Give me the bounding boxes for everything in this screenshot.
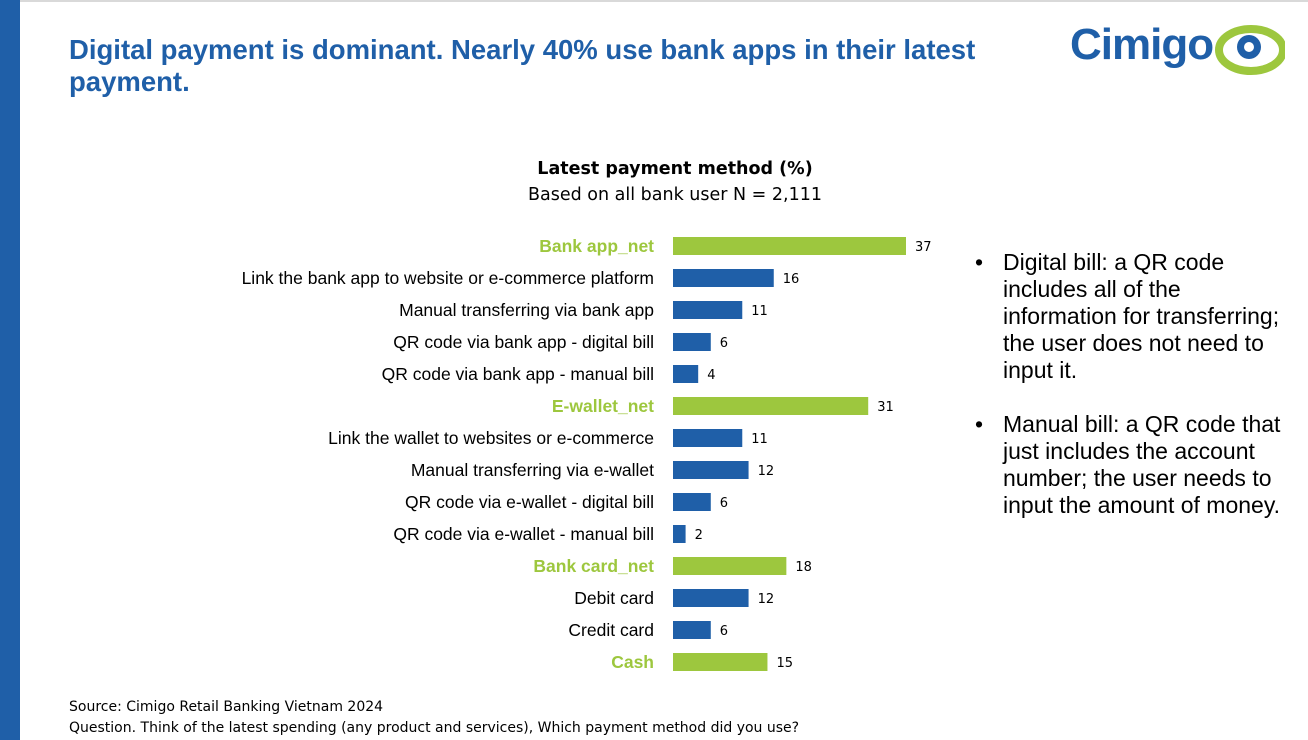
value-label: 6 <box>720 336 728 351</box>
value-label: 37 <box>915 240 932 255</box>
value-label: 2 <box>695 528 703 543</box>
net-bar <box>673 397 869 415</box>
category-label: QR code via e-wallet - manual bill <box>393 524 654 544</box>
bullet-icon: • <box>975 249 984 275</box>
note-digital-bill: • Digital bill: a QR code includes all o… <box>975 249 1295 384</box>
bar <box>673 589 749 607</box>
net-bar <box>673 237 906 255</box>
note-text: Digital bill: a QR code includes all of … <box>1003 249 1280 383</box>
category-label: Cash <box>611 652 654 672</box>
value-label: 12 <box>758 592 775 607</box>
cimigo-logo: Cimigo <box>1070 20 1286 76</box>
category-label: QR code via bank app - manual bill <box>382 364 654 384</box>
category-label: E-wallet_net <box>552 396 654 416</box>
chart-subtitle: Based on all bank user N = 2,111 <box>528 185 822 205</box>
category-label: Bank card_net <box>533 556 654 576</box>
value-label: 18 <box>795 560 812 575</box>
value-label: 15 <box>776 656 793 671</box>
bar <box>673 429 743 447</box>
bar <box>673 333 711 351</box>
category-label: Bank app_net <box>539 236 654 256</box>
logo-wordmark: Cimigo <box>1070 20 1214 69</box>
chart-title: Latest payment method (%) <box>537 159 813 179</box>
category-label: Debit card <box>574 588 654 608</box>
category-label: Link the wallet to websites or e-commerc… <box>328 428 654 448</box>
bar <box>673 525 686 543</box>
category-label: Link the bank app to website or e-commer… <box>242 268 654 288</box>
definition-notes: • Digital bill: a QR code includes all o… <box>975 249 1295 519</box>
value-label: 4 <box>707 368 715 383</box>
bar <box>673 461 749 479</box>
net-bar <box>673 557 787 575</box>
note-manual-bill: • Manual bill: a QR code that just inclu… <box>975 411 1295 519</box>
top-rule <box>0 0 1308 2</box>
value-label: 6 <box>720 496 728 511</box>
category-label: Manual transferring via bank app <box>399 300 654 320</box>
value-label: 11 <box>751 432 768 447</box>
bar <box>673 301 743 319</box>
category-label: QR code via e-wallet - digital bill <box>405 492 654 512</box>
category-label: Credit card <box>568 620 654 640</box>
net-bar <box>673 653 768 671</box>
page-title: Digital payment is dominant. Nearly 40% … <box>69 34 976 97</box>
value-label: 11 <box>751 304 768 319</box>
note-text: Manual bill: a QR code that just include… <box>1003 411 1281 518</box>
source-line: Source: Cimigo Retail Banking Vietnam 20… <box>69 699 384 715</box>
value-label: 16 <box>783 272 800 287</box>
value-label: 31 <box>877 400 894 415</box>
source-footnote: Source: Cimigo Retail Banking Vietnam 20… <box>69 697 1069 739</box>
bar <box>673 493 711 511</box>
category-label: Manual transferring via e-wallet <box>411 460 654 480</box>
bar <box>673 269 774 287</box>
category-label: QR code via bank app - digital bill <box>393 332 654 352</box>
eye-logo-icon <box>1215 25 1285 75</box>
value-label: 12 <box>758 464 775 479</box>
bullet-icon: • <box>975 411 984 437</box>
bar <box>673 621 711 639</box>
question-line: Question. Think of the latest spending (… <box>69 720 800 736</box>
value-label: 6 <box>720 624 728 639</box>
left-accent-bar <box>0 0 20 740</box>
bar <box>673 365 699 383</box>
